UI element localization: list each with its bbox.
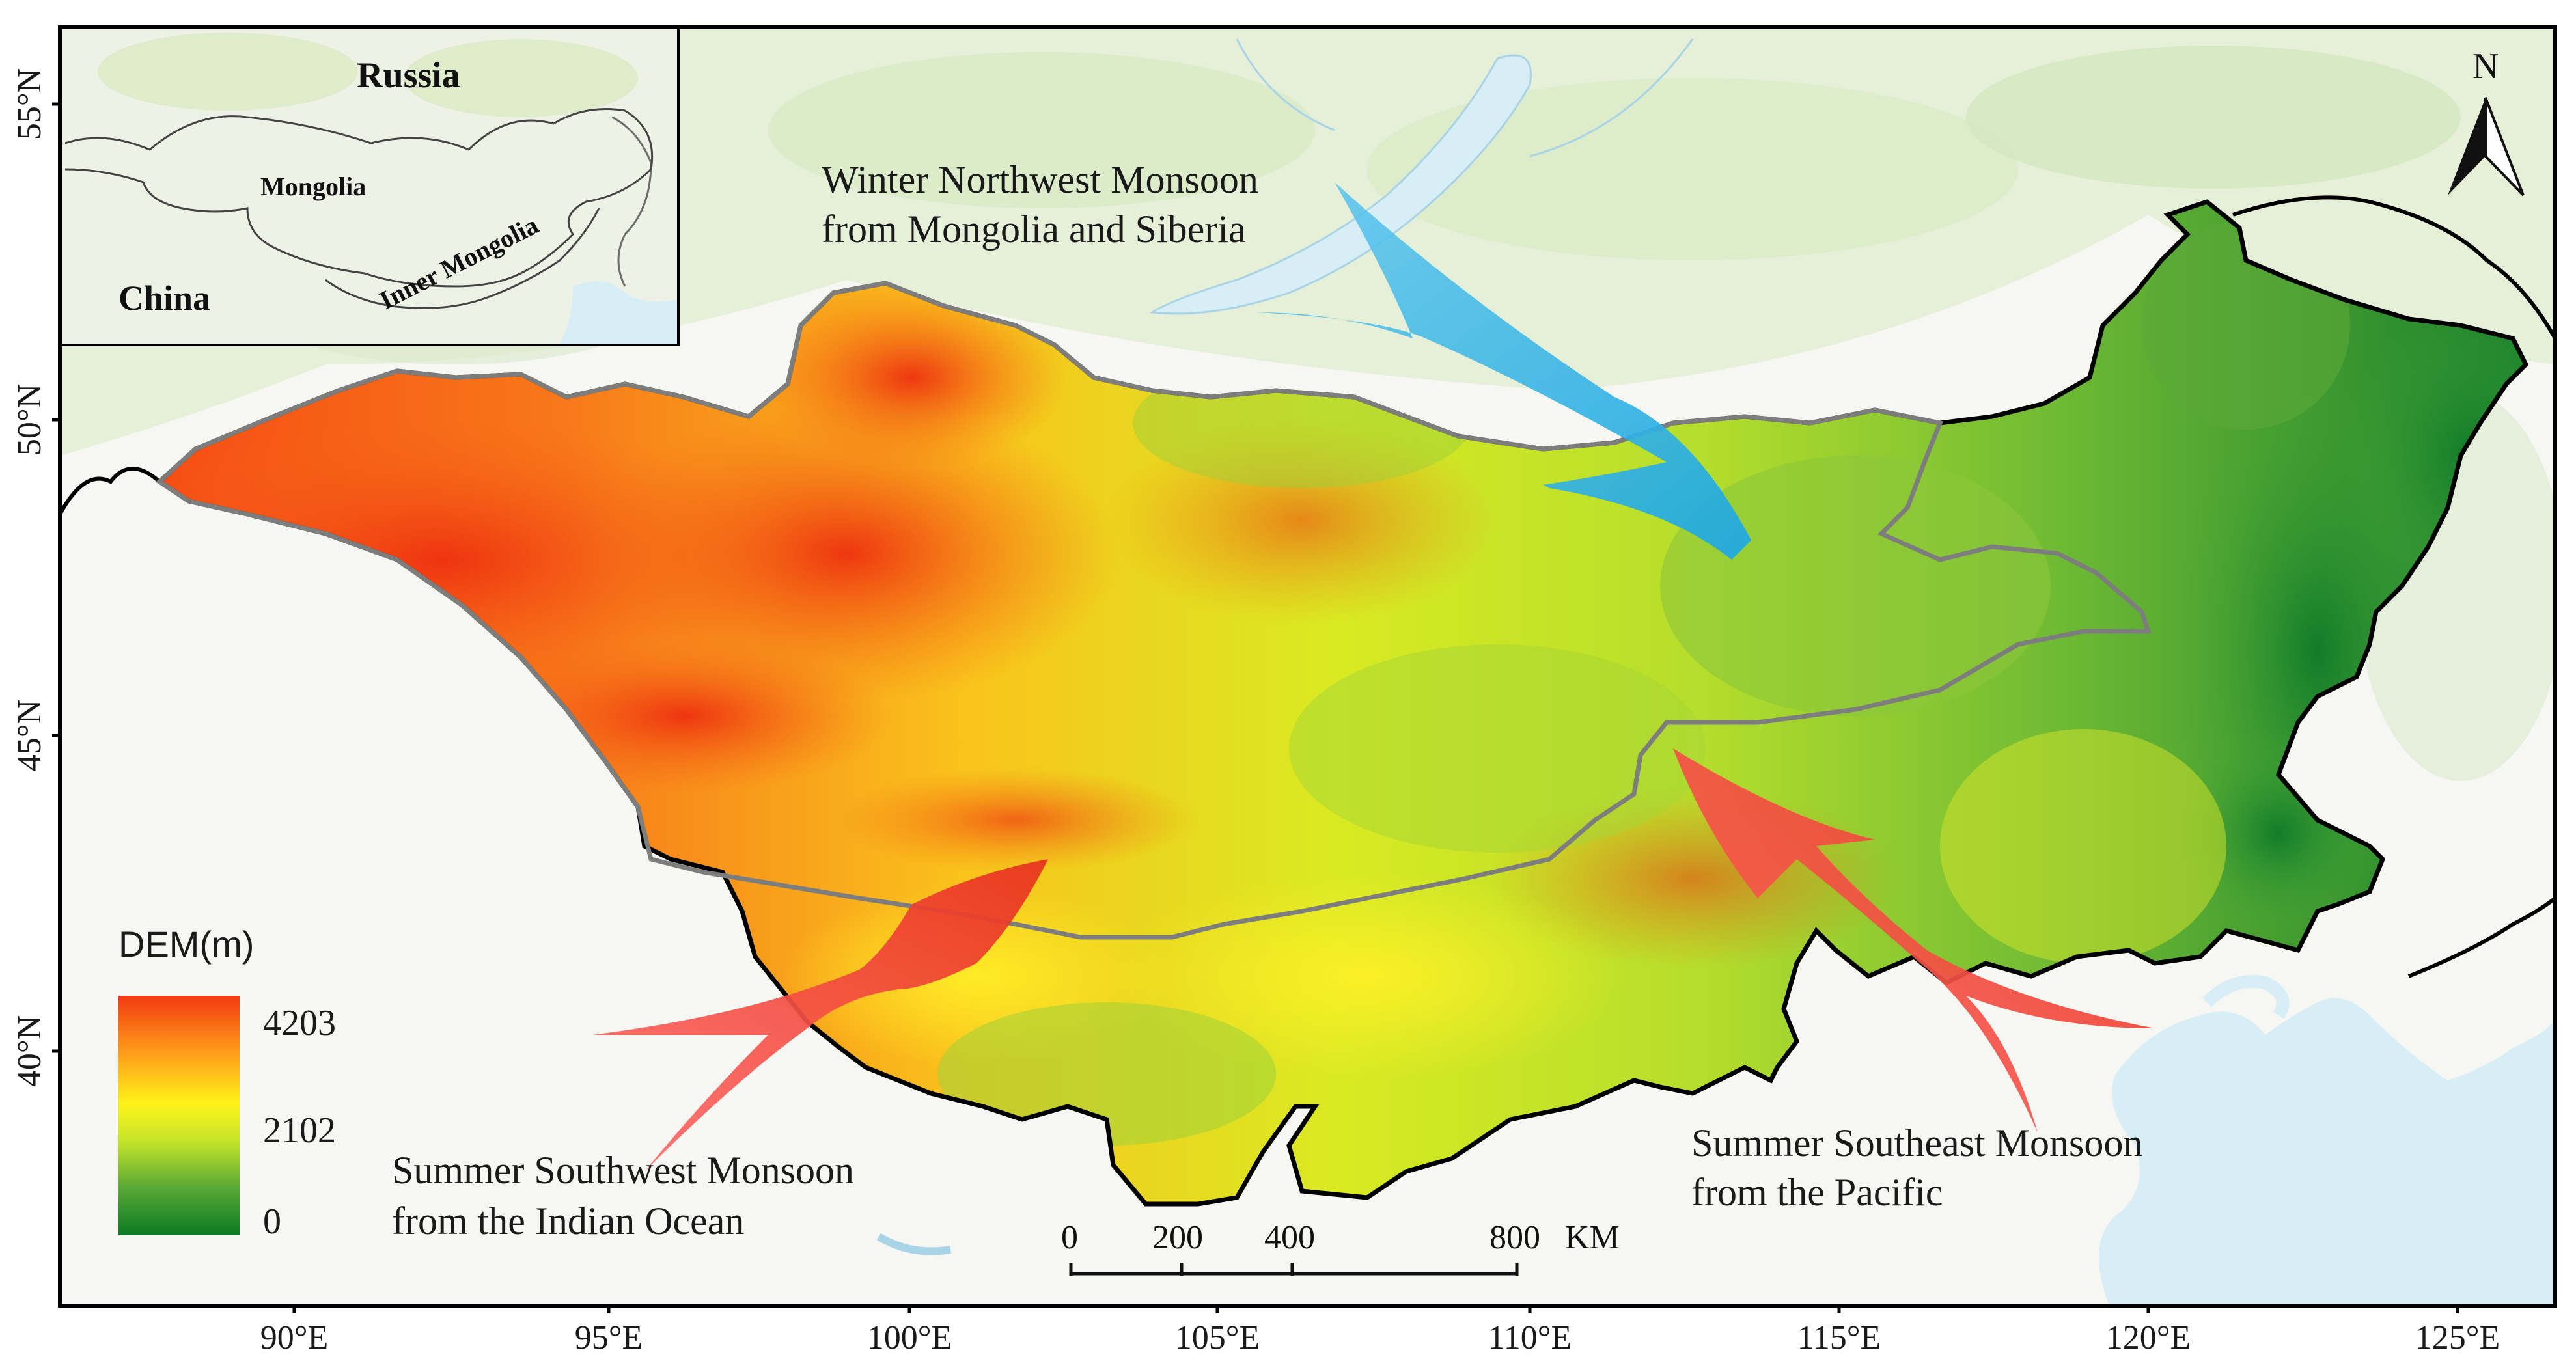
lon-tick-115: 115°E xyxy=(1797,1319,1881,1356)
north-arrow: N xyxy=(2448,46,2525,197)
inset-label-mongolia: Mongolia xyxy=(260,172,366,201)
legend-mid: 2102 xyxy=(263,1110,336,1151)
longitude-tick-marks xyxy=(292,1306,2459,1313)
scale-label-0: 0 xyxy=(1061,1219,1078,1256)
se-monsoon-label-line1: Summer Southeast Monsoon xyxy=(1691,1121,2142,1164)
legend-color-ramp xyxy=(118,996,240,1235)
lon-tick-100: 100°E xyxy=(867,1319,952,1356)
lat-tick-45: 45°N xyxy=(11,700,48,771)
inset-label-china: China xyxy=(118,279,210,318)
lat-tick-50: 50°N xyxy=(11,384,48,456)
winter-monsoon-label-line2: from Mongolia and Siberia xyxy=(822,208,1246,251)
scale-unit: KM xyxy=(1565,1219,1620,1256)
lon-tick-95: 95°E xyxy=(575,1319,643,1356)
scale-label-400: 400 xyxy=(1264,1219,1315,1256)
winter-monsoon-arrow xyxy=(1256,182,1751,560)
lon-tick-125: 125°E xyxy=(2415,1319,2500,1356)
longitude-ticks: 90°E 95°E 100°E 105°E 110°E 115°E 120°E … xyxy=(260,1319,2500,1356)
inset-label-russia: Russia xyxy=(357,55,460,96)
lon-tick-90: 90°E xyxy=(260,1319,329,1356)
legend-title: DEM(m) xyxy=(118,924,254,965)
legend-max: 4203 xyxy=(263,1003,336,1043)
summer-southwest-monsoon-arrow xyxy=(592,859,1048,1172)
winter-monsoon-label-line1: Winter Northwest Monsoon xyxy=(822,158,1258,201)
scale-label-200: 200 xyxy=(1152,1219,1203,1256)
scale-label-800: 800 xyxy=(1489,1219,1540,1256)
mongolia-border xyxy=(156,281,2152,940)
lon-tick-110: 110°E xyxy=(1488,1319,1572,1356)
lon-tick-105: 105°E xyxy=(1175,1319,1260,1356)
sw-monsoon-label-line1: Summer Southwest Monsoon xyxy=(392,1149,854,1192)
map-frame xyxy=(58,25,2557,1308)
dem-legend: DEM(m) 4203 2102 0 xyxy=(118,924,336,1242)
lat-tick-55: 55°N xyxy=(11,68,48,140)
inset-map: Russia Mongolia China Inner Mongolia xyxy=(59,26,680,346)
monsoon-arrows xyxy=(592,182,2155,1172)
lat-tick-40: 40°N xyxy=(11,1015,48,1087)
arrow-labels: Winter Northwest Monsoon from Mongolia a… xyxy=(392,158,2142,1242)
latitude-tick-marks xyxy=(52,102,60,1053)
north-label: N xyxy=(2472,46,2499,87)
lon-tick-120: 120°E xyxy=(2106,1319,2191,1356)
scale-bar: 0 200 400 800 KM xyxy=(1061,1219,1620,1276)
sw-monsoon-label-line2: from the Indian Ocean xyxy=(392,1200,744,1242)
legend-min: 0 xyxy=(263,1201,281,1242)
se-monsoon-label-line2: from the Pacific xyxy=(1691,1171,1943,1214)
summer-southeast-monsoon-arrow xyxy=(1673,748,2155,1132)
latitude-ticks: 55°N 50°N 45°N 40°N xyxy=(11,68,48,1087)
